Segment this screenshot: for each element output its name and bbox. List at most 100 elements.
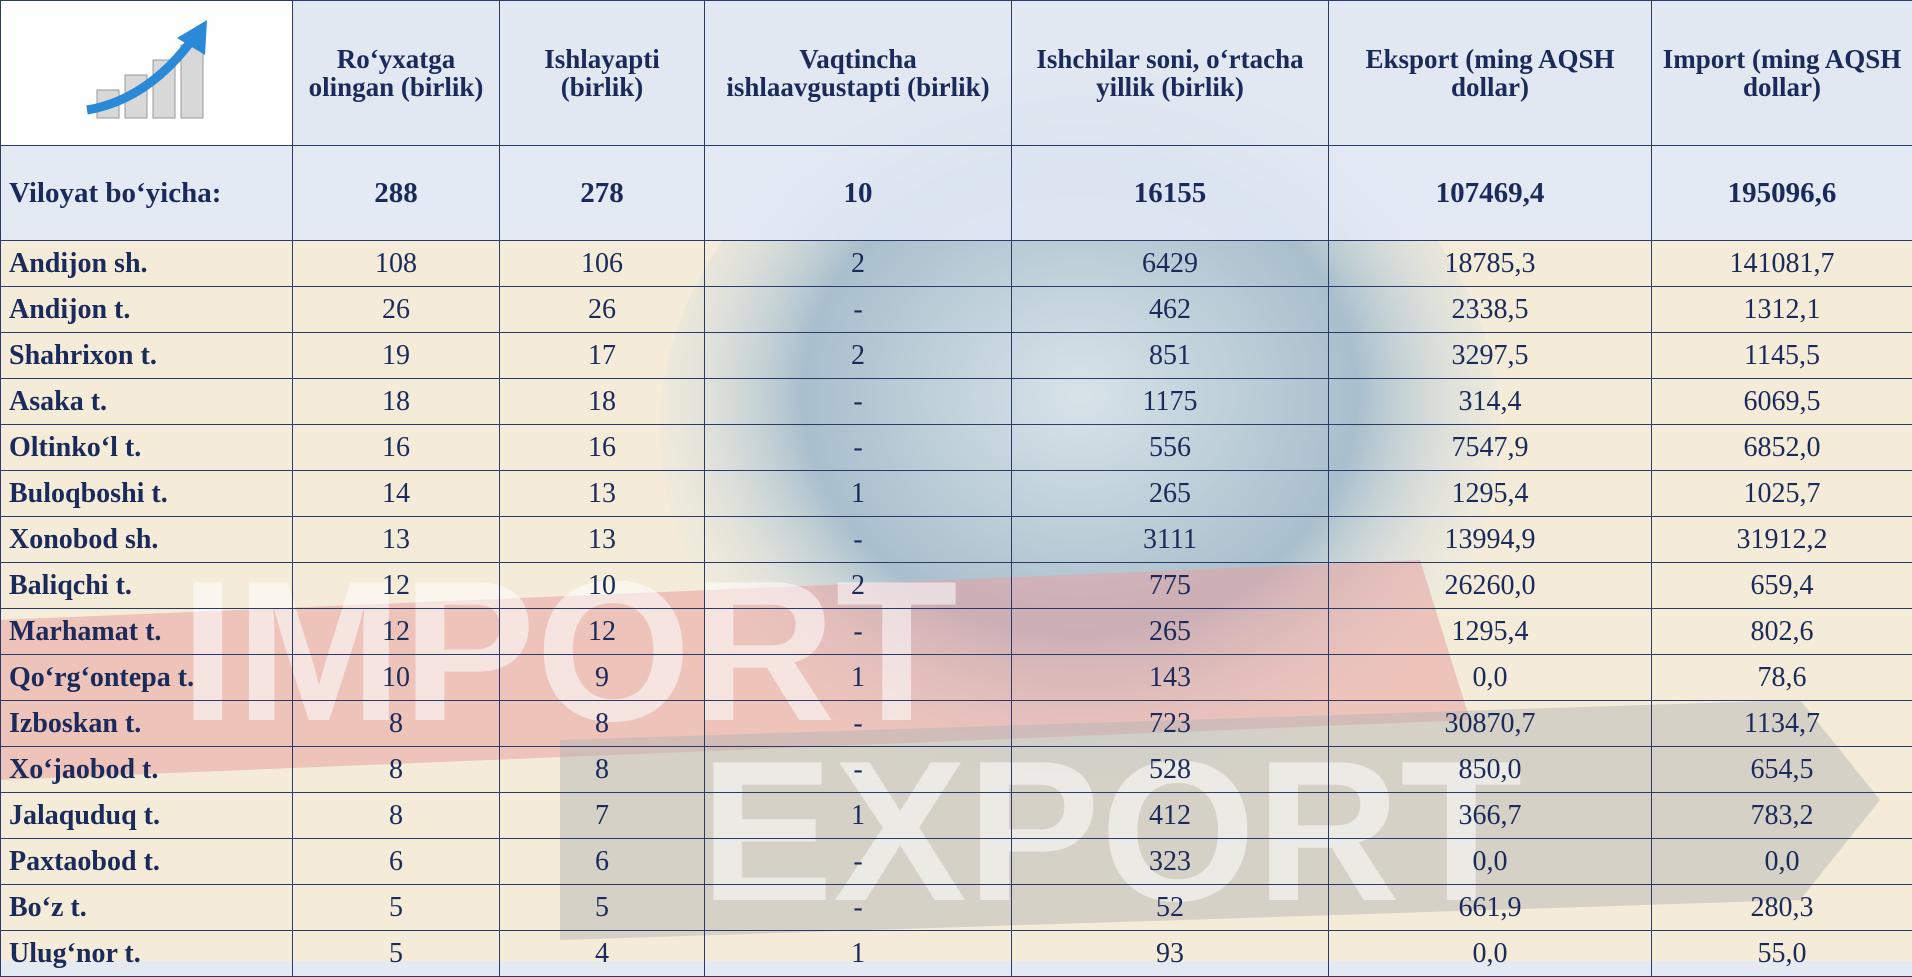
data-cell: 6429 (1012, 241, 1329, 287)
data-cell: 8 (293, 747, 500, 793)
data-cell: 8 (293, 701, 500, 747)
data-cell: 12 (293, 563, 500, 609)
total-cell: 278 (500, 146, 705, 241)
data-cell: 141081,7 (1652, 241, 1912, 287)
data-cell: 17 (500, 333, 705, 379)
data-cell: 106 (500, 241, 705, 287)
data-cell: - (705, 379, 1012, 425)
data-cell: 1134,7 (1652, 701, 1912, 747)
data-cell: 18 (293, 379, 500, 425)
data-cell: - (705, 287, 1012, 333)
column-header: Ishchilar soni, o‘rtacha yillik (birlik) (1012, 1, 1329, 146)
data-cell: 3111 (1012, 517, 1329, 563)
data-cell: 2 (705, 563, 1012, 609)
data-cell: 6852,0 (1652, 425, 1912, 471)
data-cell: 1 (705, 471, 1012, 517)
data-cell: 3297,5 (1329, 333, 1652, 379)
data-cell: 8 (500, 747, 705, 793)
data-cell: - (705, 747, 1012, 793)
row-label: Baliqchi t. (1, 563, 293, 609)
data-cell: 850,0 (1329, 747, 1652, 793)
data-cell: 13994,9 (1329, 517, 1652, 563)
data-cell: 26 (293, 287, 500, 333)
growth-icon (47, 10, 247, 130)
row-label: Xo‘jaobod t. (1, 747, 293, 793)
logo-cell (1, 1, 293, 146)
data-cell: 12 (293, 609, 500, 655)
data-cell: 1 (705, 793, 1012, 839)
data-cell: 0,0 (1652, 839, 1912, 885)
data-cell: 52 (1012, 885, 1329, 931)
data-cell: 1175 (1012, 379, 1329, 425)
data-cell: 314,4 (1329, 379, 1652, 425)
data-cell: 4 (500, 931, 705, 977)
data-cell: 723 (1012, 701, 1329, 747)
row-label: Ulug‘nor t. (1, 931, 293, 977)
data-cell: 661,9 (1329, 885, 1652, 931)
data-cell: 659,4 (1652, 563, 1912, 609)
data-cell: 1295,4 (1329, 471, 1652, 517)
data-cell: 16 (293, 425, 500, 471)
total-cell: 10 (705, 146, 1012, 241)
data-cell: 5 (293, 931, 500, 977)
data-cell: 55,0 (1652, 931, 1912, 977)
data-cell: 265 (1012, 471, 1329, 517)
data-cell: 31912,2 (1652, 517, 1912, 563)
column-header: Vaqtincha ishlaavgustapti (birlik) (705, 1, 1012, 146)
row-label: Viloyat bo‘yicha: (1, 146, 293, 241)
data-cell: 26260,0 (1329, 563, 1652, 609)
data-cell: 775 (1012, 563, 1329, 609)
data-cell: 2 (705, 333, 1012, 379)
total-cell: 16155 (1012, 146, 1329, 241)
data-cell: 6 (293, 839, 500, 885)
data-cell: 5 (293, 885, 500, 931)
data-cell: 6 (500, 839, 705, 885)
row-label: Oltinko‘l t. (1, 425, 293, 471)
data-cell: 1295,4 (1329, 609, 1652, 655)
row-label: Paxtaobod t. (1, 839, 293, 885)
row-label: Buloqboshi t. (1, 471, 293, 517)
data-cell: 5 (500, 885, 705, 931)
data-cell: - (705, 517, 1012, 563)
row-label: Jalaquduq t. (1, 793, 293, 839)
data-cell: - (705, 425, 1012, 471)
data-cell: 19 (293, 333, 500, 379)
row-label: Andijon t. (1, 287, 293, 333)
row-label: Marhamat t. (1, 609, 293, 655)
data-cell: 9 (500, 655, 705, 701)
row-label: Bo‘z t. (1, 885, 293, 931)
data-cell: 13 (293, 517, 500, 563)
data-cell: 802,6 (1652, 609, 1912, 655)
data-cell: - (705, 701, 1012, 747)
data-cell: 366,7 (1329, 793, 1652, 839)
data-cell: 654,5 (1652, 747, 1912, 793)
column-header: Import (ming AQSH dollar) (1652, 1, 1912, 146)
header-row: Ro‘yxatga olingan (birlik)Ishlayapti (bi… (1, 1, 1912, 146)
total-cell: 288 (293, 146, 500, 241)
data-cell: 10 (293, 655, 500, 701)
data-cell: 16 (500, 425, 705, 471)
column-header: Eksport (ming AQSH dollar) (1329, 1, 1652, 146)
data-cell: 0,0 (1329, 931, 1652, 977)
data-cell: 462 (1012, 287, 1329, 333)
row-label: Shahrixon t. (1, 333, 293, 379)
data-cell: 10 (500, 563, 705, 609)
data-cell: 2338,5 (1329, 287, 1652, 333)
data-cell: 30870,7 (1329, 701, 1652, 747)
data-cell: 1 (705, 931, 1012, 977)
data-cell: 13 (500, 517, 705, 563)
data-cell: 0,0 (1329, 655, 1652, 701)
